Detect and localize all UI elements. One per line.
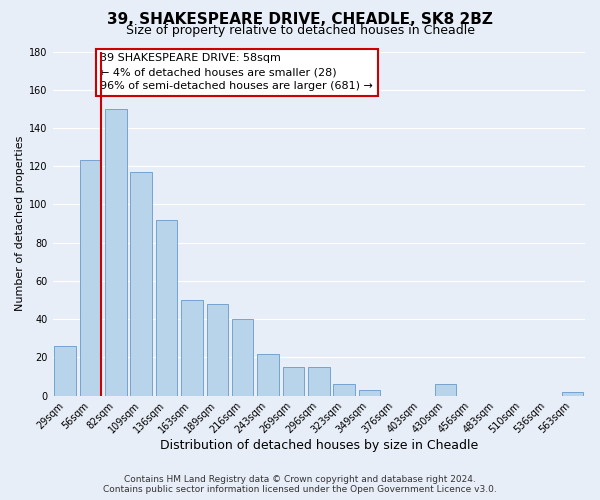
Bar [435,384,457,396]
Text: Contains HM Land Registry data © Crown copyright and database right 2024.
Contai: Contains HM Land Registry data © Crown c… [103,474,497,494]
Text: 39 SHAKESPEARE DRIVE: 58sqm
← 4% of detached houses are smaller (28)
96% of semi: 39 SHAKESPEARE DRIVE: 58sqm ← 4% of deta… [100,53,373,91]
Bar [156,220,178,396]
Bar [308,367,329,396]
Bar [334,384,355,396]
Bar [283,367,304,396]
Bar [257,354,279,396]
Y-axis label: Number of detached properties: Number of detached properties [15,136,25,312]
Bar [130,172,152,396]
Bar [359,390,380,396]
Bar [232,319,253,396]
Bar [206,304,228,396]
X-axis label: Distribution of detached houses by size in Cheadle: Distribution of detached houses by size … [160,440,478,452]
Bar [562,392,583,396]
Bar [80,160,101,396]
Text: Size of property relative to detached houses in Cheadle: Size of property relative to detached ho… [125,24,475,37]
Bar [105,109,127,396]
Bar [181,300,203,396]
Bar [55,346,76,396]
Text: 39, SHAKESPEARE DRIVE, CHEADLE, SK8 2BZ: 39, SHAKESPEARE DRIVE, CHEADLE, SK8 2BZ [107,12,493,28]
